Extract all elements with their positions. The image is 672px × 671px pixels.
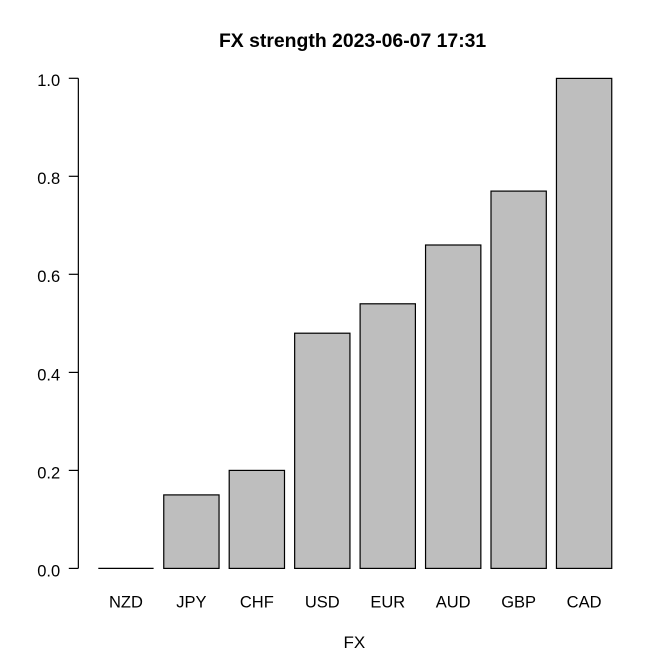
svg-text:0.2: 0.2: [37, 464, 60, 482]
svg-text:CHF: CHF: [240, 594, 274, 612]
svg-text:0.6: 0.6: [37, 268, 60, 286]
svg-text:EUR: EUR: [370, 594, 405, 612]
svg-text:USD: USD: [305, 594, 340, 612]
svg-text:0.4: 0.4: [37, 366, 60, 384]
svg-text:0.8: 0.8: [37, 170, 60, 188]
svg-text:1.0: 1.0: [37, 72, 60, 90]
svg-text:FX strength 2023-06-07 17:31: FX strength 2023-06-07 17:31: [219, 30, 486, 52]
svg-text:JPY: JPY: [176, 594, 206, 612]
svg-text:NZD: NZD: [109, 594, 143, 612]
svg-text:0.0: 0.0: [37, 562, 60, 580]
svg-text:FX: FX: [344, 633, 366, 652]
svg-text:CAD: CAD: [567, 594, 602, 612]
svg-text:AUD: AUD: [436, 594, 471, 612]
svg-text:GBP: GBP: [501, 594, 536, 612]
